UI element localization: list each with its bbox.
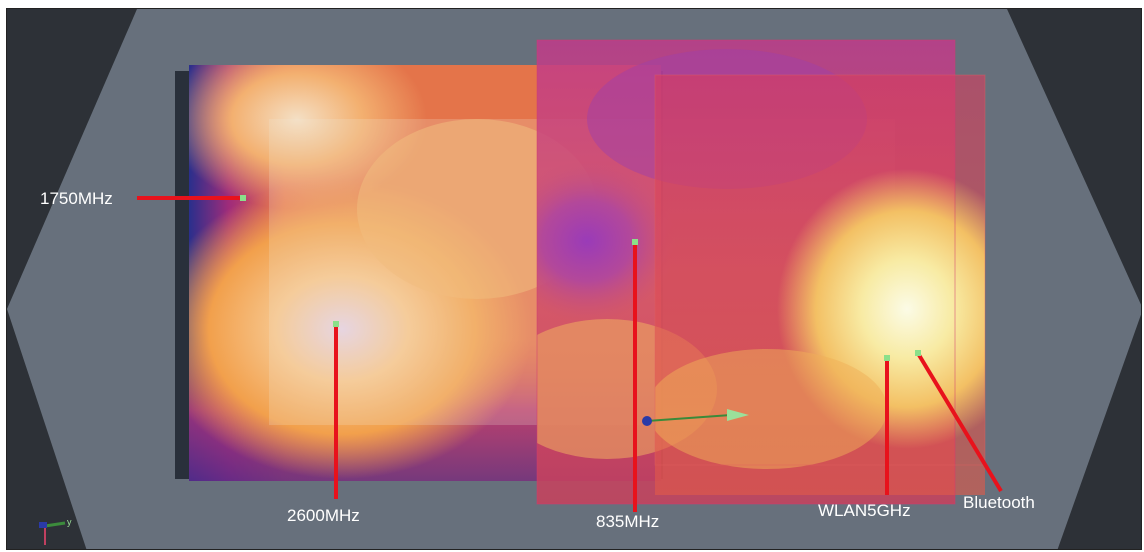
x-axis-arrow-shaft xyxy=(646,414,732,422)
axis-triad-y-label: y xyxy=(67,517,72,527)
probe-point-1750 xyxy=(240,195,246,201)
origin-marker xyxy=(642,416,652,426)
leader-line-bluetooth xyxy=(917,353,1003,493)
probe-point-wlan xyxy=(884,355,890,361)
3d-viewport[interactable]: 1750MHz 2600MHz 835MHz WLAN5GHz Bluetoot… xyxy=(6,8,1142,550)
label-wlan5ghz: WLAN5GHz xyxy=(818,501,911,520)
label-1750mhz: 1750MHz xyxy=(40,189,113,208)
probe-point-2600 xyxy=(333,321,339,327)
plane-frame-835 xyxy=(536,39,956,505)
probe-point-835 xyxy=(632,239,638,245)
label-bluetooth: Bluetooth xyxy=(963,493,1035,512)
x-axis-arrow-head xyxy=(727,409,749,421)
label-2600mhz: 2600MHz xyxy=(287,506,360,525)
axis-triad: y xyxy=(39,517,72,545)
plane-frame-wlan xyxy=(654,74,986,466)
probe-point-bluetooth xyxy=(915,350,921,356)
sar-field-wlan xyxy=(655,75,985,495)
label-835mhz: 835MHz xyxy=(596,512,659,531)
